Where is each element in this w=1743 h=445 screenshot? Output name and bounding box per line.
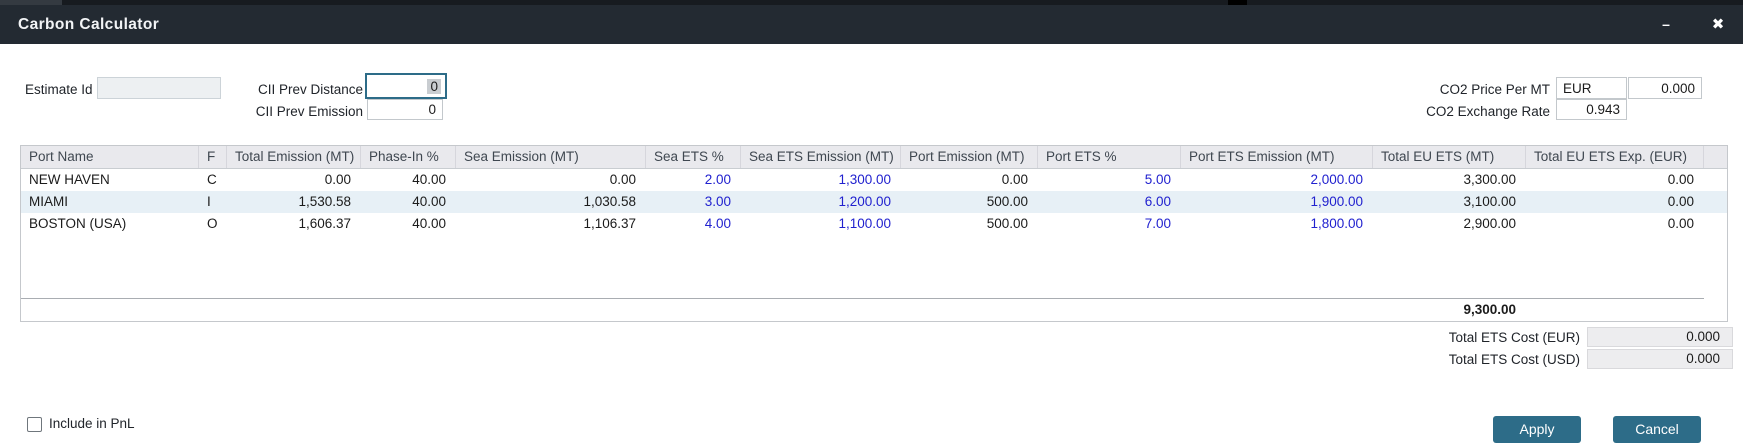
total-ets-cost-eur-value: 0.000 — [1587, 327, 1733, 347]
cii-prev-distance-input[interactable]: 0 — [365, 73, 447, 99]
table-row[interactable]: NEW HAVEN C 0.00 40.00 0.00 2.00 1,300.0… — [21, 169, 1727, 191]
cell-total-emission: 1,530.58 — [298, 194, 351, 209]
include-in-pnl-checkbox[interactable] — [27, 417, 42, 432]
cancel-button[interactable]: Cancel — [1613, 416, 1701, 443]
co2-price-value-input[interactable] — [1628, 77, 1702, 99]
co2-price-currency-input[interactable] — [1556, 77, 1627, 99]
column-header-sea-ets-emission: Sea ETS Emission (MT) — [741, 146, 901, 168]
cell-port-ets-emission[interactable]: 2,000.00 — [1310, 172, 1363, 187]
cii-prev-emission-label: CII Prev Emission — [255, 104, 363, 119]
column-header-phase-in: Phase-In % — [361, 146, 456, 168]
minimize-icon[interactable]: – — [1662, 16, 1670, 32]
cell-sea-emission: 0.00 — [609, 172, 636, 187]
close-icon[interactable]: ✖ — [1711, 16, 1725, 33]
table-total-row: 9,300.00 — [21, 298, 1727, 321]
total-ets-cost-usd-label: Total ETS Cost (USD) — [1448, 352, 1580, 367]
cell-total-eu-ets-exp: 0.00 — [1667, 194, 1694, 209]
ports-emission-table: Port Name F Total Emission (MT) Phase-In… — [20, 145, 1728, 322]
cell-sea-ets-emission[interactable]: 1,100.00 — [838, 216, 891, 231]
co2-exchange-rate-input[interactable] — [1556, 99, 1627, 120]
cell-port-ets-pct[interactable]: 6.00 — [1144, 194, 1171, 209]
column-header-port-ets-emission: Port ETS Emission (MT) — [1181, 146, 1373, 168]
cell-port-emission: 0.00 — [1001, 172, 1028, 187]
cell-sea-emission: 1,030.58 — [583, 194, 636, 209]
column-header-sea-emission: Sea Emission (MT) — [456, 146, 646, 168]
cii-prev-distance-label: CII Prev Distance — [257, 82, 363, 97]
cell-sea-emission: 1,106.37 — [583, 216, 636, 231]
cell-f: O — [207, 216, 218, 231]
column-header-f: F — [199, 146, 227, 168]
estimate-id-input[interactable] — [97, 77, 221, 99]
background-segment — [1228, 0, 1247, 5]
cell-sea-ets-pct[interactable]: 2.00 — [704, 172, 731, 187]
cell-port-ets-emission[interactable]: 1,900.00 — [1310, 194, 1363, 209]
cell-port-ets-emission[interactable]: 1,800.00 — [1310, 216, 1363, 231]
cell-phase-in: 40.00 — [412, 194, 446, 209]
cell-port-name: BOSTON (USA) — [29, 216, 127, 231]
cell-total-eu-ets-exp: 0.00 — [1667, 216, 1694, 231]
co2-price-per-mt-label: CO2 Price Per MT — [1439, 82, 1550, 97]
co2-exchange-rate-label: CO2 Exchange Rate — [1426, 104, 1550, 119]
column-header-port-name: Port Name — [21, 146, 199, 168]
cell-phase-in: 40.00 — [412, 216, 446, 231]
cell-port-name: NEW HAVEN — [29, 172, 110, 187]
selected-text: 0 — [427, 78, 441, 94]
column-header-port-ets-pct: Port ETS % — [1038, 146, 1181, 168]
cell-port-name: MIAMI — [29, 194, 68, 209]
cell-total-emission: 0.00 — [324, 172, 351, 187]
cell-sea-ets-emission[interactable]: 1,200.00 — [838, 194, 891, 209]
cell-total-eu-ets: 2,900.00 — [1463, 216, 1516, 231]
column-header-port-emission: Port Emission (MT) — [901, 146, 1038, 168]
background-segment — [0, 0, 62, 5]
cell-port-ets-pct[interactable]: 7.00 — [1144, 216, 1171, 231]
cell-sea-ets-emission[interactable]: 1,300.00 — [838, 172, 891, 187]
cell-total-eu-ets: 3,100.00 — [1463, 194, 1516, 209]
cell-f: C — [207, 172, 217, 187]
cell-total-emission: 1,606.37 — [298, 216, 351, 231]
table-empty-space — [21, 235, 1727, 298]
column-header-total-eu-ets: Total EU ETS (MT) — [1373, 146, 1526, 168]
cell-port-emission: 500.00 — [986, 216, 1028, 231]
cell-sea-ets-pct[interactable]: 4.00 — [704, 216, 731, 231]
dialog-titlebar: Carbon Calculator – ✖ — [0, 5, 1743, 44]
total-ets-cost-eur-label: Total ETS Cost (EUR) — [1448, 330, 1580, 345]
estimate-id-label: Estimate Id — [25, 82, 93, 97]
include-in-pnl-label: Include in PnL — [49, 416, 135, 431]
total-eu-ets-sum: 9,300.00 — [1463, 302, 1516, 317]
cell-sea-ets-pct[interactable]: 3.00 — [704, 194, 731, 209]
column-header-total-eu-ets-exp: Total EU ETS Exp. (EUR) — [1526, 146, 1704, 168]
cell-phase-in: 40.00 — [412, 172, 446, 187]
table-header-row: Port Name F Total Emission (MT) Phase-In… — [21, 146, 1727, 169]
cell-f: I — [207, 194, 211, 209]
cell-total-eu-ets-exp: 0.00 — [1667, 172, 1694, 187]
dialog-title: Carbon Calculator — [18, 16, 160, 33]
cell-port-emission: 500.00 — [986, 194, 1028, 209]
total-ets-cost-usd-value: 0.000 — [1587, 349, 1733, 369]
apply-button[interactable]: Apply — [1493, 416, 1581, 443]
table-row[interactable]: BOSTON (USA) O 1,606.37 40.00 1,106.37 4… — [21, 213, 1727, 235]
cell-total-eu-ets: 3,300.00 — [1463, 172, 1516, 187]
column-header-sea-ets-pct: Sea ETS % — [646, 146, 741, 168]
table-row[interactable]: MIAMI I 1,530.58 40.00 1,030.58 3.00 1,2… — [21, 191, 1727, 213]
cell-port-ets-pct[interactable]: 5.00 — [1144, 172, 1171, 187]
column-header-total-emission: Total Emission (MT) — [227, 146, 361, 168]
cii-prev-emission-input[interactable] — [367, 99, 443, 120]
background-page-sliver — [0, 0, 1743, 5]
